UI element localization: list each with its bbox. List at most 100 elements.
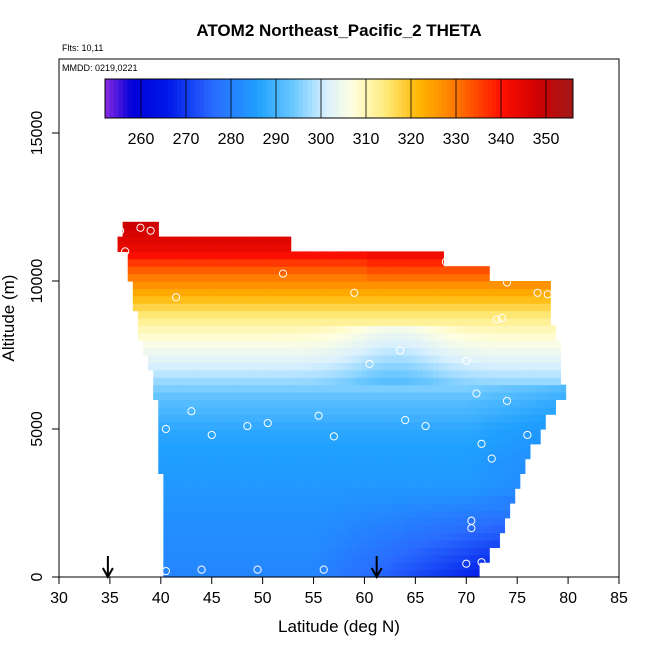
field-cell bbox=[158, 281, 164, 289]
field-cell bbox=[514, 392, 521, 400]
field-cell bbox=[199, 340, 205, 349]
field-cell bbox=[204, 340, 210, 349]
field-cell bbox=[397, 480, 404, 489]
field-cell bbox=[463, 384, 470, 393]
field-cell bbox=[285, 466, 292, 474]
field-cell bbox=[443, 569, 450, 578]
field-cell bbox=[402, 406, 409, 415]
field-cell bbox=[372, 332, 378, 341]
field-cell bbox=[443, 369, 450, 378]
field-cell bbox=[382, 540, 388, 548]
field-cell bbox=[249, 525, 256, 534]
field-cell bbox=[209, 362, 215, 371]
field-cell bbox=[382, 436, 388, 445]
field-cell bbox=[433, 288, 439, 297]
field-cell bbox=[438, 569, 444, 578]
field-cell bbox=[356, 421, 363, 430]
field-cell bbox=[392, 325, 399, 334]
field-cell bbox=[412, 406, 419, 415]
field-cell bbox=[473, 562, 480, 571]
field-cell bbox=[504, 355, 511, 363]
field-cell bbox=[433, 340, 439, 349]
field-cell bbox=[473, 281, 480, 289]
field-cell bbox=[219, 288, 226, 297]
field-cell bbox=[341, 503, 348, 511]
field-cell bbox=[163, 525, 170, 534]
field-cell bbox=[199, 429, 205, 437]
field-cell bbox=[397, 332, 404, 341]
field-cell bbox=[397, 310, 404, 319]
field-cell bbox=[387, 303, 394, 312]
field-cell bbox=[479, 503, 485, 511]
field-cell bbox=[473, 414, 480, 423]
field-cell bbox=[489, 332, 495, 341]
field-cell bbox=[397, 562, 404, 571]
field-cell bbox=[387, 392, 394, 400]
field-cell bbox=[158, 406, 164, 415]
field-cell bbox=[433, 362, 439, 371]
field-cell bbox=[244, 258, 251, 267]
field-cell bbox=[305, 310, 312, 319]
field-cell bbox=[255, 273, 261, 282]
field-cell bbox=[509, 458, 516, 467]
colorbar-segment bbox=[348, 79, 353, 118]
sample-point bbox=[146, 226, 155, 235]
field-cell bbox=[499, 436, 506, 445]
field-cell bbox=[143, 340, 149, 349]
field-cell bbox=[168, 406, 175, 415]
field-cell bbox=[219, 562, 226, 571]
colorbar-segment bbox=[451, 79, 457, 118]
field-cell bbox=[499, 377, 506, 386]
field-cell bbox=[275, 458, 282, 467]
field-cell bbox=[341, 325, 348, 334]
field-cell bbox=[387, 325, 394, 334]
field-cell bbox=[316, 266, 322, 275]
field-cell bbox=[524, 362, 531, 371]
field-cell bbox=[326, 436, 332, 445]
colorbar-segment bbox=[294, 79, 299, 118]
field-cell bbox=[193, 554, 200, 563]
field-cell bbox=[514, 473, 521, 482]
field-cell bbox=[356, 525, 363, 534]
field-cell bbox=[178, 340, 185, 349]
field-cell bbox=[341, 458, 348, 467]
field-cell bbox=[463, 303, 470, 312]
field-cell bbox=[331, 258, 338, 267]
field-cell bbox=[275, 392, 282, 400]
field-cell bbox=[234, 517, 241, 526]
field-cell bbox=[275, 325, 282, 334]
field-cell bbox=[473, 480, 480, 489]
field-cell bbox=[540, 347, 546, 356]
field-cell bbox=[417, 421, 424, 430]
field-cell bbox=[178, 325, 185, 334]
field-cell bbox=[229, 495, 236, 504]
field-cell bbox=[285, 236, 292, 245]
field-cell bbox=[158, 303, 164, 312]
field-cell bbox=[341, 310, 348, 319]
field-cell bbox=[214, 532, 220, 541]
field-cell bbox=[372, 347, 378, 356]
field-cell bbox=[168, 399, 175, 408]
field-cell bbox=[346, 318, 353, 326]
field-cell bbox=[270, 281, 276, 289]
field-cell bbox=[372, 443, 378, 452]
field-cell bbox=[234, 503, 241, 511]
field-cell bbox=[448, 392, 455, 400]
field-cell bbox=[341, 532, 348, 541]
field-cell bbox=[173, 414, 180, 423]
field-cell bbox=[356, 399, 363, 408]
field-cell bbox=[280, 303, 287, 312]
field-cell bbox=[458, 554, 465, 563]
field-cell bbox=[255, 244, 261, 252]
field-cell bbox=[316, 525, 322, 534]
field-cell bbox=[331, 273, 338, 282]
field-cell bbox=[443, 347, 450, 356]
field-cell bbox=[204, 495, 210, 504]
field-cell bbox=[168, 258, 175, 267]
field-cell bbox=[336, 517, 343, 526]
colorbar-segment bbox=[235, 79, 241, 118]
field-cell bbox=[417, 377, 424, 386]
field-cell bbox=[407, 451, 414, 460]
field-cell bbox=[458, 399, 465, 408]
field-cell bbox=[209, 458, 215, 467]
